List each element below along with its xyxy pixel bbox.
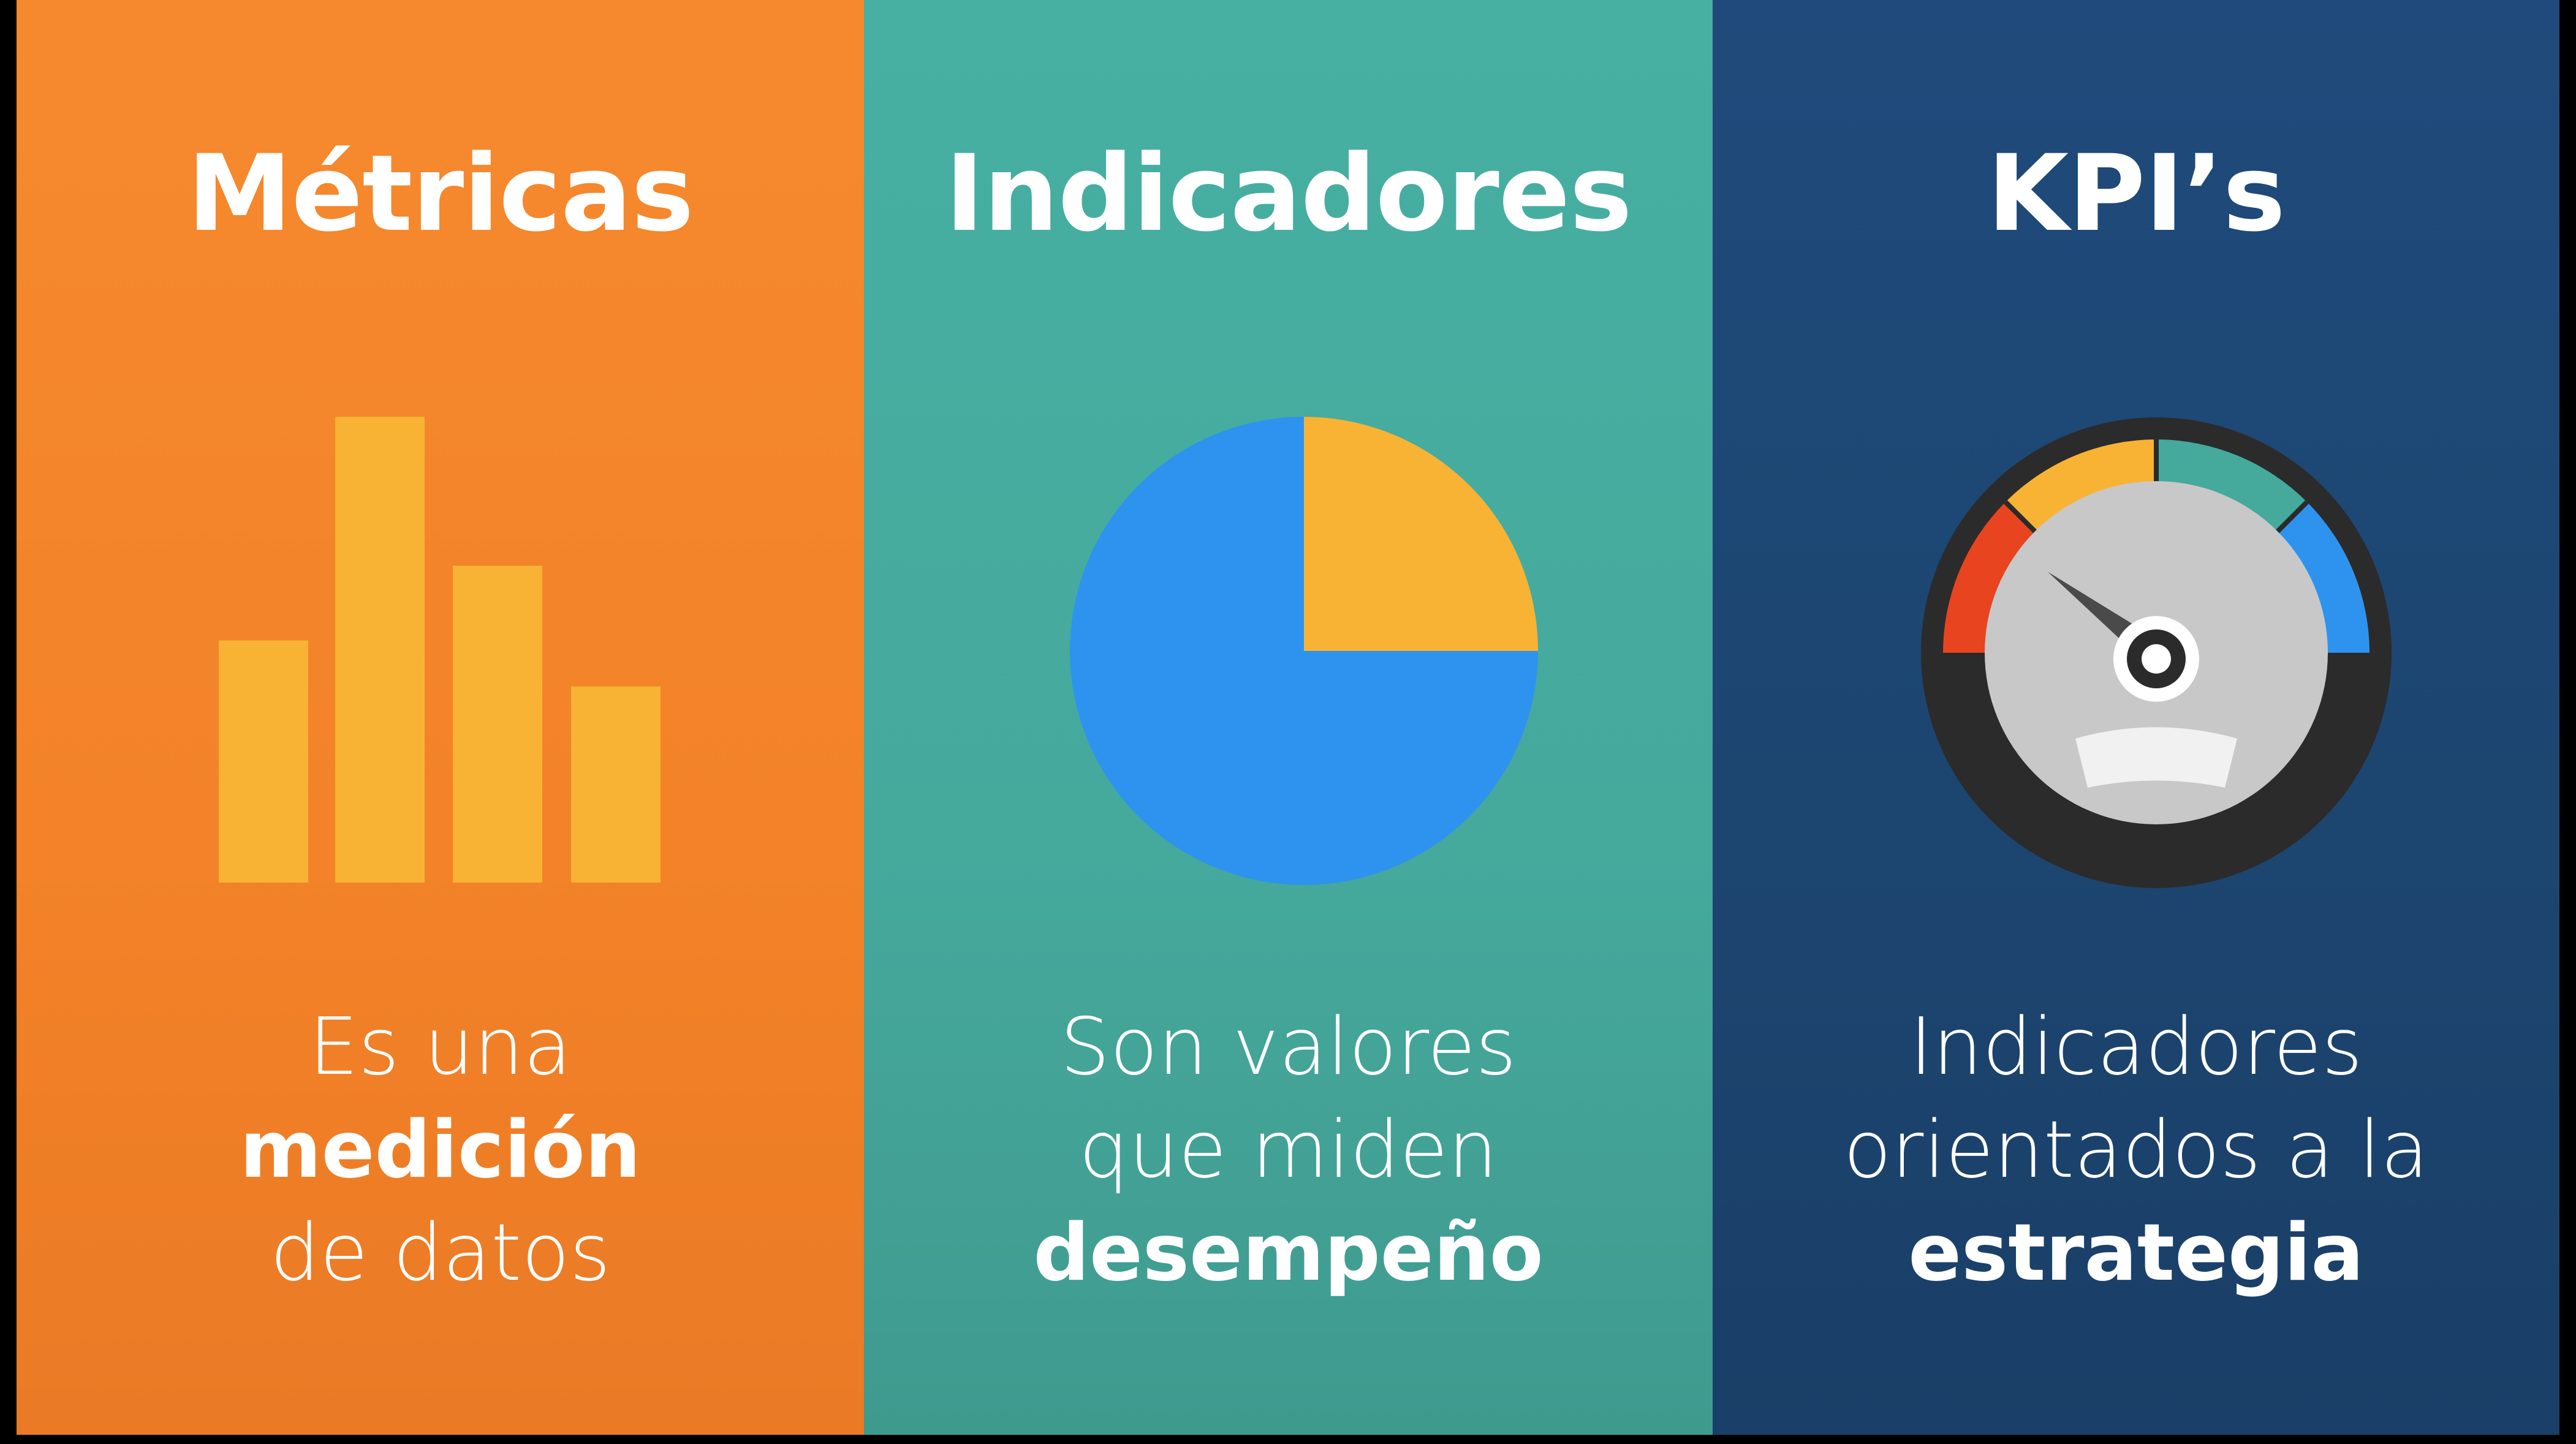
- metrics-description: Es una medición de datos: [17, 996, 864, 1305]
- gauge-display-window: [2075, 727, 2237, 788]
- pie-yellow-slice: [1304, 417, 1538, 651]
- kpis-description-line-1: Indicadores: [1909, 1001, 2363, 1093]
- metrics-description-line-1: Es una: [309, 1001, 572, 1093]
- kpis-description-line-3: estrategia: [1908, 1207, 2364, 1299]
- speedometer-gauge-icon: [1921, 417, 2392, 888]
- metrics-description-line-2: medición: [240, 1104, 641, 1196]
- bar-1: [219, 640, 308, 883]
- indicators-panel: Indicadores Son valores que miden desemp…: [864, 0, 1713, 1435]
- kpis-description: Indicadores orientados a la estrategia: [1713, 996, 2559, 1305]
- bar-2: [335, 417, 425, 883]
- gauge-hub-center: [2142, 644, 2171, 674]
- indicators-title: Indicadores: [945, 132, 1632, 255]
- kpis-title: KPI’s: [1987, 132, 2286, 255]
- kpis-panel: KPI’s Indicadores: [1713, 0, 2559, 1435]
- indicators-description-line-1: Son valores: [1060, 1001, 1517, 1093]
- kpis-description-line-2: orientados a la: [1843, 1104, 2429, 1196]
- metrics-description-line-3: de datos: [270, 1207, 611, 1299]
- slide-canvas: Métricas Es una medición de datos Indica…: [17, 0, 2559, 1435]
- indicators-description-line-2: que miden: [1078, 1104, 1498, 1196]
- pie-chart-icon: [1070, 417, 1538, 885]
- metrics-panel: Métricas Es una medición de datos: [17, 0, 864, 1435]
- indicators-description-line-3: desempeño: [1033, 1207, 1544, 1299]
- bar-4: [571, 686, 661, 883]
- metrics-title: Métricas: [187, 132, 694, 255]
- indicators-description: Son valores que miden desempeño: [864, 996, 1713, 1305]
- bar-chart-icon: [219, 417, 661, 883]
- bar-3: [453, 566, 542, 883]
